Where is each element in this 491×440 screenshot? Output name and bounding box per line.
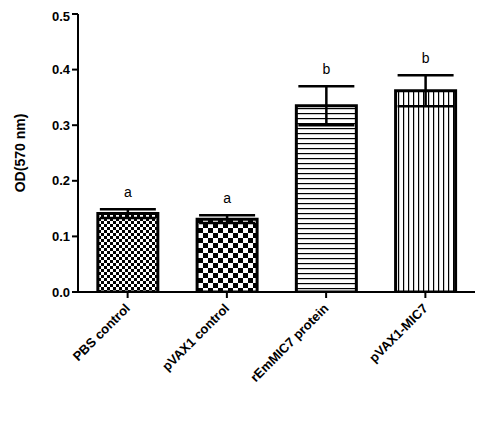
svg-text:0.4: 0.4 <box>52 62 71 77</box>
svg-text:a: a <box>223 190 231 206</box>
svg-text:0.3: 0.3 <box>52 118 70 133</box>
svg-text:0.2: 0.2 <box>52 173 70 188</box>
svg-text:a: a <box>124 184 132 200</box>
svg-text:0.5: 0.5 <box>52 9 70 24</box>
svg-text:0.1: 0.1 <box>52 229 70 244</box>
svg-text:OD(570 nm): OD(570 nm) <box>12 114 28 193</box>
svg-text:b: b <box>422 50 430 66</box>
svg-text:PBS control: PBS control <box>70 301 133 364</box>
svg-text:rEmMIC7 protein: rEmMIC7 protein <box>247 301 331 385</box>
svg-text:b: b <box>322 61 330 77</box>
svg-text:pVAX1-MIC7: pVAX1-MIC7 <box>366 301 431 366</box>
svg-text:0.0: 0.0 <box>52 285 70 300</box>
svg-text:pVAX1 control: pVAX1 control <box>159 301 232 374</box>
